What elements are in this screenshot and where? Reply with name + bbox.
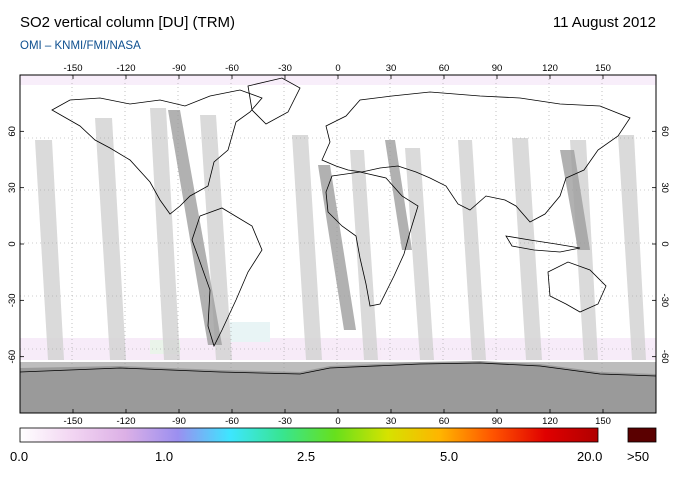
lon-label-top: -150 [63,63,82,74]
lon-label-bottom: -120 [116,416,135,427]
lon-label-bottom: -90 [172,416,186,427]
north-america-coast [51,89,263,215]
antarctica-shade [20,361,656,413]
coastlines [20,77,656,377]
lat-label-left: 60 [7,126,18,137]
lat-label-left: 30 [7,182,18,193]
lat-label-left: -60 [7,350,18,364]
colorbar-overflow-label: >50 [627,449,650,464]
lon-label-top: -120 [116,63,135,74]
indonesia-coast [505,235,581,253]
lon-label-top: -60 [225,63,239,74]
lon-label-top: 30 [386,63,397,74]
lat-label-right: -60 [659,350,670,364]
greenland-coast [247,77,301,125]
lon-label-bottom: -30 [278,416,292,427]
lon-labels-bottom: -150 -120 -90 -60 -30 0 30 60 90 120 150 [63,409,611,427]
lon-label-top: -90 [172,63,186,74]
lat-label-left: 0 [7,241,18,246]
antarctica-coast [20,362,656,377]
lat-label-right: 60 [659,126,670,137]
colorbar-label-2: 2.5 [297,449,316,464]
lat-label-right: -30 [659,293,670,307]
lat-labels-right: 60 30 0 -30 -60 [652,126,670,364]
lat-label-right: 30 [659,182,670,193]
eurasia-coast [321,91,631,223]
lon-label-bottom: 30 [386,416,397,427]
lat-label-right: 0 [659,241,670,246]
colorbar-label-1: 1.0 [155,449,174,464]
lon-label-bottom: -60 [225,416,239,427]
colorbar-gradient [19,427,599,443]
lon-label-bottom: 60 [439,416,450,427]
south-america-coast [191,207,263,348]
lon-labels-top: -150 -120 -90 -60 -30 0 30 60 90 120 150 [63,63,611,79]
lon-label-top: 90 [492,63,503,74]
africa-coast [325,171,419,307]
lon-label-bottom: 0 [335,416,340,427]
colorbar-label-0: 0.0 [10,449,29,464]
lon-label-bottom: 120 [542,416,558,427]
lon-label-top: 0 [335,63,340,74]
lon-label-top: -30 [278,63,292,74]
graticule [20,75,656,413]
map-credit: OMI – KNMI/FMI/NASA [20,40,141,52]
lon-label-bottom: 150 [595,416,611,427]
lat-label-left: -30 [7,293,18,307]
lon-label-top: 120 [542,63,558,74]
australia-coast [547,261,607,313]
map-date: 11 August 2012 [552,14,656,31]
colorbar-label-3: 5.0 [440,449,459,464]
map-title: SO2 vertical column [DU] (TRM) [20,14,236,31]
lon-label-bottom: 90 [492,416,503,427]
lon-label-top: 60 [439,63,450,74]
colorbar-label-4: 20.0 [577,449,603,464]
colorbar-overflow-swatch [627,427,657,443]
lon-label-top: 150 [595,63,611,74]
lat-labels-left: 60 30 0 -30 -60 [7,126,24,364]
lon-label-bottom: -150 [63,416,82,427]
